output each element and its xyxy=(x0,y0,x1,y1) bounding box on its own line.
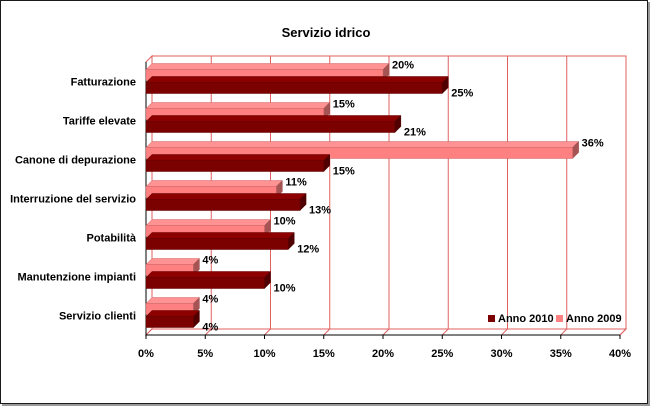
bar-2010 xyxy=(145,114,402,134)
category-label: Interruzione del servizio xyxy=(10,194,136,206)
bar-2010 xyxy=(145,270,272,290)
legend-label: Anno 2010 xyxy=(498,313,554,325)
gridline-floor xyxy=(382,328,390,336)
data-label-2009: 4% xyxy=(202,294,218,306)
legend-swatch xyxy=(488,315,495,322)
bar-2009-top xyxy=(145,102,331,109)
x-tick-label: 20% xyxy=(372,348,394,360)
category-label: Tariffe elevate xyxy=(63,116,136,128)
legend-label: Anno 2009 xyxy=(566,313,622,325)
bar-2010-top xyxy=(145,310,201,317)
x-tick-label: 35% xyxy=(550,348,572,360)
category-label: Canone di depurazione xyxy=(15,155,136,167)
bar-2009-top xyxy=(145,63,390,70)
bar-2010-front xyxy=(145,199,301,211)
bar-2010 xyxy=(145,309,201,329)
x-tick-label: 40% xyxy=(609,348,631,360)
gridline-floor xyxy=(501,328,508,336)
bar-2009 xyxy=(145,62,390,82)
gridline-floor xyxy=(323,328,331,336)
data-label-2010: 10% xyxy=(274,283,296,295)
bar-2009 xyxy=(145,218,272,238)
gridline-floor xyxy=(441,328,449,336)
x-tick-label: 5% xyxy=(197,348,213,360)
category-label: Fatturazione xyxy=(71,77,136,89)
bar-2009-top xyxy=(145,180,283,187)
labels: 0% 5% 10% 15% 20% 25% 30% 35% 40% Fatturazione 20%… xyxy=(10,60,631,361)
bar-2009-top xyxy=(145,141,580,148)
bar-2010 xyxy=(145,192,307,212)
bar-2009 xyxy=(145,101,331,121)
bar-2010-top xyxy=(145,271,272,278)
data-label-2009: 10% xyxy=(274,216,296,228)
bar-2010-top xyxy=(145,232,295,239)
bar-2010-front xyxy=(145,238,289,250)
bar-2010-top xyxy=(145,115,402,122)
x-tick-label: 10% xyxy=(253,348,275,360)
gridline-floor xyxy=(619,328,627,336)
data-label-2009: 15% xyxy=(333,99,355,111)
bar-2010 xyxy=(145,75,449,95)
x-tick-label: 15% xyxy=(313,348,335,360)
category-label: Servizio clienti xyxy=(59,311,136,323)
bar-2010-top xyxy=(145,154,331,161)
data-label-2009: 4% xyxy=(202,255,218,267)
data-label-2010: 13% xyxy=(309,205,331,217)
bar-2009-front xyxy=(145,147,573,159)
data-label-2010: 15% xyxy=(333,166,355,178)
data-label-2009: 11% xyxy=(285,177,307,189)
data-label-2010: 12% xyxy=(297,244,319,256)
bar-2010 xyxy=(145,153,331,173)
bar-2009 xyxy=(145,140,580,160)
bar-2010 xyxy=(145,231,295,251)
bar-2010-front xyxy=(145,82,443,94)
data-label-2009: 36% xyxy=(582,138,604,150)
data-label-2010: 21% xyxy=(404,127,426,139)
x-tick-label: 0% xyxy=(138,348,154,360)
bar-2010-front xyxy=(145,121,396,133)
gridline-floor xyxy=(264,328,271,336)
x-tick-label: 25% xyxy=(431,348,453,360)
bar-2010-top xyxy=(145,76,449,83)
category-label: Potabilità xyxy=(86,233,136,245)
gridline-floor xyxy=(204,328,212,336)
bar-2010-front xyxy=(145,160,324,172)
data-label-2010: 4% xyxy=(202,322,218,334)
bar-2009-top xyxy=(145,219,272,226)
bar-2009-top xyxy=(145,258,201,265)
bars xyxy=(145,62,580,329)
bar-2010-front xyxy=(145,316,194,328)
category-label: Manutenzione impianti xyxy=(17,272,136,284)
data-label-2010: 25% xyxy=(451,88,473,100)
x-tick-label: 30% xyxy=(490,348,512,360)
bar-2010-front xyxy=(145,277,265,289)
gridline-floor xyxy=(560,328,568,336)
data-label-2009: 20% xyxy=(392,60,414,72)
chart-title: Servizio idrico xyxy=(281,25,371,40)
bar-2009-top xyxy=(145,297,201,304)
legend-swatch xyxy=(556,315,563,322)
legend: Anno 2010 Anno 2009 xyxy=(488,313,622,325)
bar-2010-top xyxy=(145,193,307,200)
